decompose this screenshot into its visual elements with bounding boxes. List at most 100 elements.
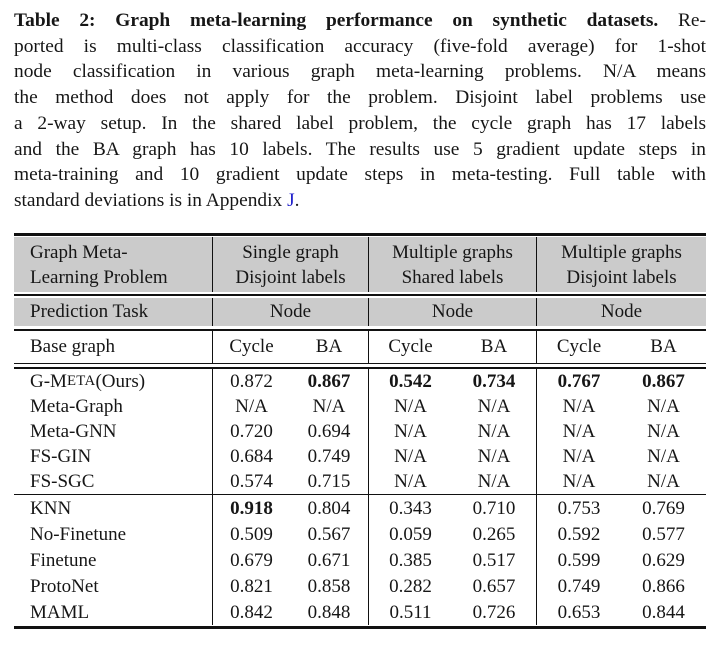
value-cell: N/A [212, 393, 290, 419]
value-cell: 0.842 [212, 599, 290, 626]
row-maml: MAML 0.842 0.848 0.511 0.726 0.653 0.844 [14, 599, 706, 626]
base-graph-col: BA [480, 336, 508, 358]
value-cell: N/A [368, 443, 452, 469]
method-name: FS-SGC [30, 470, 95, 492]
value-cell: N/A [536, 443, 621, 469]
caption-line: ported is multi-class classification acc… [14, 35, 706, 57]
method-name: ProtoNet [30, 575, 99, 597]
value-cell: N/A [647, 470, 680, 492]
prediction-task-value: Node [536, 297, 706, 326]
value-cell: N/A [477, 445, 511, 467]
value-cell: 0.720 [212, 418, 290, 444]
rule-section-divider [14, 493, 706, 496]
value-cell: 0.734 [472, 370, 516, 392]
caption-line: the method does not apply for the proble… [14, 87, 706, 109]
value-cell: N/A [647, 395, 680, 417]
row-g-meta: G-M ETA (Ours) 0.872 0.867 0.542 0.734 0.… [14, 368, 706, 394]
value-cell: 0.918 [212, 495, 290, 522]
method-name: No-Finetune [30, 523, 127, 545]
value-cell: 0.577 [642, 523, 685, 545]
caption-line: and the BA graph has 10 labels. The resu… [14, 138, 706, 160]
value-cell: 0.671 [307, 549, 351, 571]
caption-title: Table 2: Graph meta-learning performance… [14, 10, 659, 31]
row-protonet: ProtoNet 0.821 0.858 0.282 0.657 0.749 0… [14, 573, 706, 600]
value-cell: 0.657 [472, 575, 516, 597]
value-cell: N/A [647, 420, 680, 442]
value-cell: 0.599 [536, 547, 621, 574]
value-cell: 0.749 [536, 573, 621, 600]
value-cell: N/A [368, 393, 452, 419]
value-cell: 0.684 [212, 443, 290, 469]
value-cell: 0.059 [368, 521, 452, 548]
appendix-link[interactable]: J [287, 189, 295, 211]
method-name: KNN [30, 497, 72, 519]
value-cell: 0.517 [472, 549, 516, 571]
value-cell: 0.511 [368, 599, 452, 626]
row-fs-sgc: FS-SGC 0.574 0.715 N/A N/A N/A N/A [14, 468, 706, 494]
value-cell: 0.866 [642, 575, 685, 597]
value-cell: 0.592 [536, 521, 621, 548]
value-cell: N/A [368, 468, 452, 494]
value-cell: 0.282 [368, 573, 452, 600]
value-cell: N/A [536, 418, 621, 444]
value-cell: 0.343 [368, 495, 452, 522]
header-row-problem: Graph Meta- Learning Problem Single grap… [14, 237, 706, 292]
row-meta-gnn: Meta-GNN 0.720 0.694 N/A N/A N/A N/A [14, 418, 706, 444]
header-group-single-disjoint: Single graph Disjoint labels [212, 237, 368, 292]
value-cell: 0.694 [307, 420, 351, 442]
value-cell: N/A [536, 468, 621, 494]
value-cell: 0.753 [536, 495, 621, 522]
double-rule-bottom [14, 367, 706, 369]
value-cell: N/A [368, 418, 452, 444]
value-cell: 0.848 [307, 601, 351, 623]
value-cell: 0.767 [536, 368, 621, 394]
value-cell: 0.567 [307, 523, 351, 545]
row-fs-gin: FS-GIN 0.684 0.749 N/A N/A N/A N/A [14, 443, 706, 469]
caption-line: standard deviations is in Appendix J. [14, 189, 300, 211]
caption-line: Table 2: Graph meta-learning performance… [14, 10, 706, 31]
double-rule-top [14, 362, 706, 365]
base-graph-label: Base graph [30, 336, 115, 358]
prediction-task-value: Node [212, 297, 368, 326]
value-cell: 0.710 [472, 497, 516, 519]
value-cell: 0.653 [536, 599, 621, 626]
value-cell: N/A [536, 393, 621, 419]
results-table: Graph Meta- Learning Problem Single grap… [14, 233, 706, 630]
rule-bottom [14, 626, 706, 630]
value-cell: 0.629 [642, 549, 685, 571]
value-cell: 0.726 [472, 601, 516, 623]
value-cell: N/A [312, 395, 346, 417]
row-knn: KNN 0.918 0.804 0.343 0.710 0.753 0.769 [14, 495, 706, 522]
value-cell: 0.867 [307, 370, 351, 392]
method-name: Meta-Graph [30, 395, 123, 417]
value-cell: 0.821 [212, 573, 290, 600]
value-cell: 0.509 [212, 521, 290, 548]
value-cell: 0.265 [472, 523, 516, 545]
value-cell: 0.844 [642, 601, 685, 623]
header-row-prediction-task: Prediction Task Node Node Node [14, 297, 706, 326]
row-finetune: Finetune 0.679 0.671 0.385 0.517 0.599 0… [14, 547, 706, 574]
base-graph-col: BA [315, 336, 343, 358]
value-cell: 0.715 [307, 470, 351, 492]
rule-top [14, 233, 706, 236]
value-cell: 0.574 [212, 468, 290, 494]
caption-line: meta-training and 10 gradient update ste… [14, 164, 706, 186]
base-graph-col: BA [650, 336, 677, 358]
rule-after-header [14, 294, 706, 296]
header-group-multiple-disjoint: Multiple graphs Disjoint labels [536, 237, 706, 292]
method-name: Finetune [30, 549, 97, 571]
base-graph-row: Base graph Cycle BA Cycle BA Cycle BA [14, 330, 706, 363]
value-cell: N/A [647, 445, 680, 467]
method-name: G-M ETA (Ours) [30, 370, 146, 392]
value-cell: N/A [477, 470, 511, 492]
prediction-task-label: Prediction Task [30, 301, 149, 323]
method-name: Meta-GNN [30, 420, 117, 442]
method-name: MAML [30, 601, 90, 623]
value-cell: 0.858 [307, 575, 351, 597]
header-group-multiple-shared: Multiple graphs Shared labels [368, 237, 536, 292]
value-cell: N/A [477, 395, 511, 417]
value-cell: 0.867 [642, 370, 685, 392]
table-caption: Table 2: Graph meta-learning performance… [14, 8, 706, 214]
value-cell: 0.769 [642, 497, 685, 519]
